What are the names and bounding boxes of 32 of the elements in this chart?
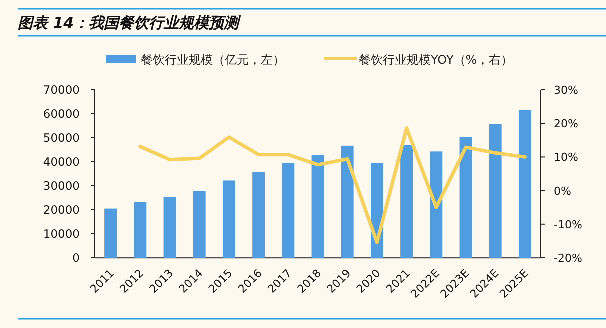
bar xyxy=(518,110,532,258)
bar xyxy=(193,191,206,258)
legend-label: 餐饮行业规模（亿元，左） xyxy=(141,53,285,67)
bar xyxy=(489,124,502,258)
bar xyxy=(400,145,414,258)
y-tick-label: 50000 xyxy=(43,131,80,145)
y-tick-label: 20000 xyxy=(43,203,80,217)
bar xyxy=(134,202,147,258)
y2-tick-label: 10% xyxy=(554,151,578,164)
y-tick-label: 40000 xyxy=(43,155,80,169)
y2-tick-label: -10% xyxy=(554,218,582,232)
bar xyxy=(104,208,118,258)
y2-tick-label: 20% xyxy=(554,118,578,131)
y-tick-label: 60000 xyxy=(43,107,80,121)
y-tick-label: 0 xyxy=(72,251,80,265)
bar xyxy=(252,172,266,258)
bar xyxy=(341,146,354,258)
bar xyxy=(430,152,443,258)
y-tick-label: 10000 xyxy=(43,227,80,241)
y2-tick-label: 30% xyxy=(554,84,578,97)
y2-tick-label: 0% xyxy=(554,184,572,198)
bar xyxy=(164,197,176,258)
legend-label: 餐饮行业规模YOY（%，右） xyxy=(359,53,514,67)
y2-tick-label: -20% xyxy=(554,252,582,265)
bar xyxy=(460,137,472,258)
bar xyxy=(282,163,295,258)
chart-title: 图表 14：我国餐饮行业规模预测 xyxy=(18,14,242,32)
y-tick-label: 30000 xyxy=(43,179,80,193)
line-series xyxy=(138,126,527,244)
bar xyxy=(222,180,236,258)
bar xyxy=(312,156,324,258)
y-tick-label: 70000 xyxy=(43,83,80,97)
